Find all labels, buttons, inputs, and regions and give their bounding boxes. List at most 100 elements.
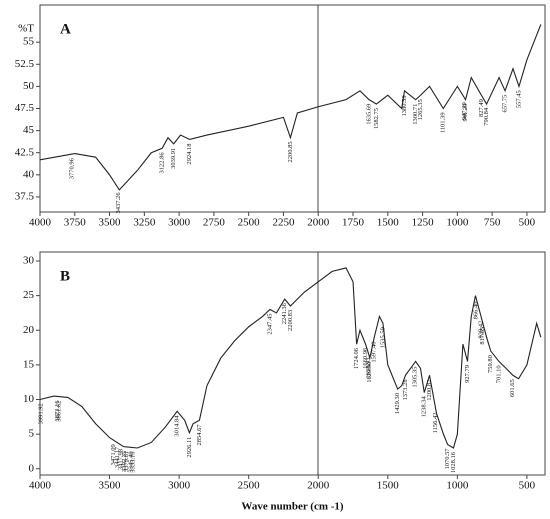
y-tick-label: 25 (23, 289, 35, 301)
peak-label: 1535.59 (379, 327, 386, 348)
peak-label: 827.49 (478, 99, 485, 117)
peak-label: 1200.82 (426, 380, 433, 401)
y-tick-label: 55 (23, 36, 35, 48)
frame-b (39, 251, 546, 476)
y-tick-label: 0 (29, 462, 35, 474)
peak-label: 3333.10 (129, 452, 136, 473)
peak-label: 3345.40 (128, 451, 135, 472)
x-tick-label: 1500 (377, 480, 400, 492)
peak-label: 3014.84 (174, 415, 181, 437)
y-tick-label: 5 (29, 428, 35, 440)
peak-label: 1597.40 (371, 341, 378, 362)
x-tick-label: 2000 (307, 217, 330, 229)
peak-label: 1429.30 (394, 393, 401, 414)
peak-label: 1629.90 (366, 362, 373, 383)
peak-label: 817.85 (479, 327, 486, 345)
peak-label: 1638.93 (365, 358, 372, 379)
y-tick-label: 10 (23, 393, 35, 405)
peak-label: 947.29 (461, 102, 468, 120)
y-tick-label: 47.5 (15, 102, 35, 114)
x-tick-label: 3500 (99, 217, 122, 229)
y-tick-label: 20 (23, 324, 35, 336)
x-tick-label: 3250 (133, 217, 156, 229)
x-tick-label: 1000 (446, 217, 469, 229)
x-axis-label: Wave number (cm -1) (241, 501, 343, 513)
peak-label: 3861.62 (56, 401, 63, 422)
peak-label: 3441.17 (114, 446, 121, 468)
y-tick-label: 37.5 (15, 190, 35, 202)
peak-label: 1660.96 (362, 347, 369, 369)
spectrum-line (39, 24, 542, 191)
peak-label: 3873.16 (54, 400, 61, 422)
peak-label: 3770.96 (68, 157, 75, 179)
peak-label: 1156.42 (432, 412, 439, 433)
peak-label: 2924.18 (186, 143, 193, 164)
peak-label: 3392.35 (121, 451, 128, 472)
peak-label: 1101.39 (440, 112, 447, 133)
peak-label: 1265.35 (417, 99, 424, 120)
peak-label: 601.65 (509, 379, 516, 397)
x-tick-label: 2500 (238, 480, 261, 492)
x-tick-label: 1500 (377, 217, 400, 229)
y-tick-label: 40 (23, 168, 35, 180)
peak-label: 1373.28 (402, 379, 409, 400)
x-tick-label: 3750 (64, 217, 87, 229)
panel-label: B (60, 268, 70, 284)
peak-label: 2854.67 (196, 424, 203, 446)
peak-label: 3417.98 (117, 449, 124, 470)
peak-label: 1300.71 (412, 104, 419, 125)
x-tick-label: 500 (519, 217, 536, 229)
peak-label: 759.80 (487, 355, 494, 373)
peak-label: 1238.34 (421, 396, 428, 418)
x-tick-label: 500 (519, 480, 536, 492)
peak-label: 1724.06 (353, 347, 360, 369)
peak-label: 3122.86 (159, 152, 166, 174)
x-tick-label: 2750 (203, 217, 226, 229)
x-tick-label: 4000 (29, 480, 52, 492)
peak-label: 790.84 (483, 107, 490, 126)
peak-label: 1070.57 (444, 448, 451, 470)
peak-label: 3379.81 (123, 451, 130, 472)
x-tick-label: 4000 (29, 217, 52, 229)
peak-label: 2347.45 (266, 314, 273, 335)
spectrum-line (39, 267, 542, 449)
peak-label: 2200.83 (287, 310, 294, 331)
peak-label: 3437.26 (115, 192, 122, 214)
peak-label: 927.79 (464, 365, 471, 383)
x-tick-label: 2000 (307, 480, 330, 492)
peak-label: 1305.35 (411, 366, 418, 387)
x-tick-label: 3500 (99, 480, 122, 492)
peak-label: 3991.92 (38, 403, 45, 424)
peak-label: 1380.59 (401, 95, 408, 116)
peak-label: 557.45 (515, 90, 522, 108)
peak-label: 1028.16 (450, 451, 457, 473)
peak-label: 701.10 (495, 365, 502, 383)
x-tick-label: 1250 (412, 217, 435, 229)
peak-label: 866.40 (472, 302, 479, 320)
x-tick-label: 3000 (168, 480, 191, 492)
panel-label: A (60, 21, 71, 37)
peak-label: 2200.85 (287, 141, 294, 162)
y-tick-label: 42.5 (15, 146, 35, 158)
frame-a (39, 4, 546, 213)
y-tick-label: 45 (23, 124, 35, 136)
peak-label: 657.75 (501, 95, 508, 113)
peak-label: 1582.75 (373, 108, 380, 129)
x-tick-label: 3000 (168, 217, 191, 229)
y-tick-label: 30 (23, 255, 35, 267)
peak-label: 941.29 (462, 104, 469, 122)
peak-label: 3039.91 (170, 148, 177, 169)
peak-label: 829.42 (478, 321, 485, 339)
y-tick-label: 15 (23, 358, 35, 370)
peak-label: 2241.36 (281, 302, 288, 324)
peak-label: 2926.11 (186, 437, 193, 458)
x-tick-label: 2500 (238, 217, 261, 229)
peak-label: 3471.09 (110, 444, 117, 465)
x-tick-label: 750 (484, 217, 501, 229)
x-tick-label: 2250 (272, 217, 295, 229)
y-tick-label: 52.5 (15, 58, 35, 70)
y-axis-label: %T (18, 23, 34, 35)
y-tick-label: 50 (23, 80, 35, 92)
x-tick-label: 1750 (342, 217, 365, 229)
